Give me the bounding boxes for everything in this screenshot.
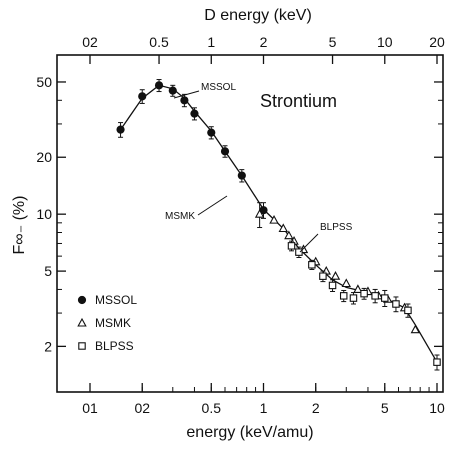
data-points [116,79,441,371]
blpss-point-11 [404,306,412,315]
x2-tick-label-3: 2 [260,34,268,50]
msmk-point-3 [284,230,294,240]
x-tick-label-3: 1 [260,400,268,416]
annotation-label-1: MSMK [165,211,195,222]
annotation-leader-2 [299,233,319,253]
axis-ticks: 01 02 0.5 1 2 5 10 02 0.5 1 2 5 10 20 2 5 10 20 50 [36,34,445,416]
x-tick-label-1: 02 [134,400,150,416]
x-tick-label-2: 0.5 [202,400,222,416]
mssol-point-5 [190,109,199,118]
mssol-point-1 [138,92,147,101]
msmk-point-10 [353,284,363,293]
x-tick-label-4: 2 [312,400,320,416]
y-axis-title: F∞₋ (%) [11,196,28,255]
chart-title: Strontium [260,91,337,111]
mssol-point-7 [220,147,230,156]
y-tick-label-2: 10 [36,206,52,222]
y-tick-label-0: 2 [44,338,52,354]
blpss-point-4 [328,281,337,290]
x2-tick-label-4: 5 [329,34,337,50]
legend-label-0: MSSOL [95,293,137,307]
mssol-point-8 [237,171,246,180]
blpss-point-12 [433,358,441,366]
msmk-point-8 [330,271,341,280]
blpss-point-3 [319,272,327,280]
y-tick-label-3: 20 [36,149,52,165]
blpss-point-10 [392,300,400,308]
mssol-point-3 [168,86,177,95]
plot-frame [56,54,444,393]
fit-curve [120,84,438,363]
x2-tick-label-2: 1 [207,34,215,50]
x-tick-label-6: 10 [429,400,445,416]
legend-label-2: BLPSS [95,339,134,353]
blpss-point-5 [339,292,348,300]
msmk-point-15 [410,324,421,334]
x2-tick-label-0: 02 [82,34,98,50]
msmk-point-2 [278,223,288,233]
msmk-point-1 [269,214,279,224]
mssol-point-2 [154,81,164,90]
x-tick-label-5: 5 [381,400,389,416]
blpss-point-1 [295,248,303,256]
mssol-point-6 [207,128,216,137]
mssol-point-0 [116,125,125,134]
blpss-point-9 [381,294,389,302]
annotation-label-2: BLPSS [320,222,353,233]
msmk-point-0 [254,209,265,218]
x2-tick-label-6: 20 [429,34,445,50]
annotation-leader-1 [197,195,228,216]
annotation-label-0: MSSOL [201,82,236,93]
blpss-point-6 [349,294,358,302]
y-tick-label-4: 50 [36,74,52,90]
blpss-point-0 [287,242,296,250]
x2-tick-label-1: 0.5 [149,34,169,50]
legend-marker-2 [78,342,86,350]
y-tick-label-1: 5 [44,263,52,279]
blpss-point-8 [371,292,379,300]
legend-marker-0 [77,295,87,305]
blpss-point-7 [360,289,368,298]
annotations: MSSOL MSMK BLPSS [165,82,353,253]
top-axis-title: D energy (keV) [204,7,312,24]
legend-marker-1 [77,317,87,327]
mssol-point-4 [180,96,189,105]
annotation-leader-0 [173,90,200,99]
legend-label-1: MSMK [95,316,131,330]
x-axis-title: energy (keV/amu) [186,424,313,441]
blpss-point-2 [308,261,316,269]
x-tick-label-0: 01 [82,400,98,416]
msmk-point-9 [341,278,352,288]
legend: MSSOL MSMK BLPSS [77,293,137,353]
x2-tick-label-5: 10 [377,34,393,50]
